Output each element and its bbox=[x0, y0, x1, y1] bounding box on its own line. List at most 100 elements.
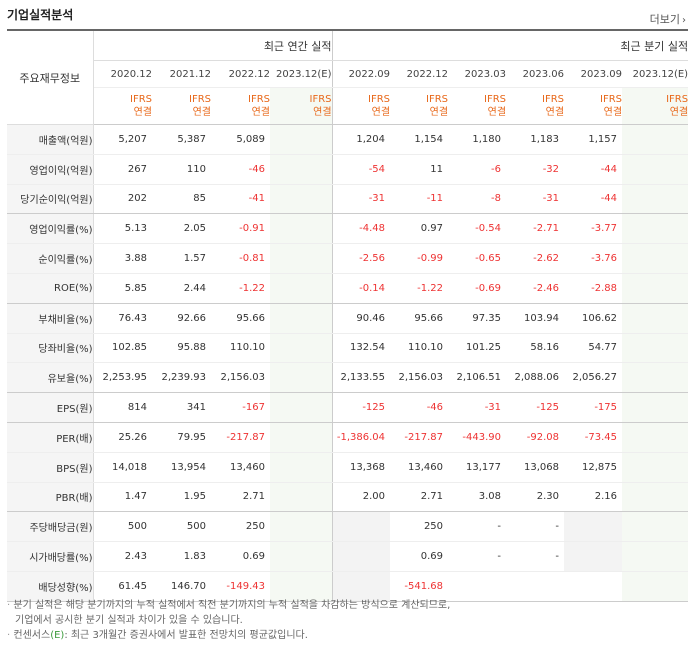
basis-header: IFRS 연결 bbox=[270, 87, 333, 125]
period-header: 2022.09 bbox=[331, 60, 391, 88]
note-3-estimate-mark: (E) bbox=[50, 630, 65, 641]
value-cell bbox=[270, 243, 333, 274]
value-cell: 1.95 bbox=[152, 482, 211, 513]
period-header: 2020.12 bbox=[93, 60, 152, 88]
table-row: 부채비율(%) 76.43 92.66 95.66 90.46 95.66 97.35 103… bbox=[7, 303, 689, 334]
basis-standard: IFRS bbox=[189, 94, 211, 105]
value-cell bbox=[622, 422, 689, 453]
table-row: PER(배) 25.26 79.95 -217.87 -1,386.04 -217.87-… bbox=[7, 422, 689, 453]
value-cell bbox=[564, 511, 623, 543]
value-cell bbox=[622, 184, 689, 215]
value-cell bbox=[270, 392, 333, 423]
value-cell: -2.46 bbox=[506, 273, 565, 304]
value-cell bbox=[622, 303, 689, 334]
value-cell: -149.43 bbox=[211, 571, 270, 602]
value-cell bbox=[270, 362, 333, 394]
value-cell: -0.91 bbox=[211, 213, 270, 245]
value-cell: 92.66 bbox=[152, 303, 211, 334]
period-header: 2022.12 bbox=[211, 60, 270, 88]
value-cell: -0.69 bbox=[448, 273, 507, 304]
financial-table: 주요재무정보 최근 연간 실적 최근 분기 실적 2020.12 2021.12 2… bbox=[7, 29, 689, 602]
value-cell: 0.97 bbox=[390, 213, 449, 245]
value-cell: 5,387 bbox=[152, 124, 211, 155]
value-cell: 202 bbox=[93, 184, 152, 215]
basis-scope: 연결 bbox=[192, 107, 211, 118]
value-cell: - bbox=[506, 541, 565, 572]
value-cell: 101.25 bbox=[448, 333, 507, 364]
more-label: 더보기 bbox=[649, 13, 680, 26]
value-cell bbox=[622, 571, 689, 602]
value-cell: -0.14 bbox=[331, 273, 391, 304]
value-cell bbox=[622, 213, 689, 245]
note-1: 분기 실적은 해당 분기까지의 누적 실적에서 직전 분기까지의 누적 실적을 … bbox=[13, 600, 451, 611]
period-header: 2023.03 bbox=[448, 60, 507, 88]
row-label: PBR(배) bbox=[7, 482, 94, 513]
value-cell bbox=[448, 571, 507, 602]
value-cell: -44 bbox=[564, 154, 623, 185]
bullet-icon: · bbox=[7, 600, 11, 611]
value-cell bbox=[622, 452, 689, 483]
value-cell: 5,089 bbox=[211, 124, 270, 155]
value-cell: 341 bbox=[152, 392, 211, 423]
basis-header: IFRS 연결 bbox=[152, 87, 211, 125]
value-cell: 58.16 bbox=[506, 333, 565, 364]
table-row: BPS(원) 14,018 13,954 13,460 13,368 13,460 13,1… bbox=[7, 452, 689, 483]
value-cell: 2,133.55 bbox=[331, 362, 391, 394]
value-cell: 267 bbox=[93, 154, 152, 185]
table-row: 시가배당률(%) 2.43 1.83 0.69 0.69- - bbox=[7, 541, 689, 572]
row-label: ROE(%) bbox=[7, 273, 94, 304]
row-label: 영업이익률(%) bbox=[7, 213, 94, 245]
basis-header: IFRS 연결 bbox=[622, 87, 689, 125]
table-row: EPS(원) 814 341 -167 -125 -46 -31 -125 -175 bbox=[7, 392, 689, 423]
basis-standard: IFRS bbox=[248, 94, 270, 105]
value-cell: 25.26 bbox=[93, 422, 152, 453]
basis-header: IFRS 연결 bbox=[93, 87, 152, 125]
value-cell bbox=[506, 571, 565, 602]
value-cell bbox=[622, 392, 689, 423]
value-cell: -217.87 bbox=[211, 422, 270, 453]
value-cell: -31 bbox=[448, 392, 507, 423]
value-cell: 110 bbox=[152, 154, 211, 185]
value-cell: -167 bbox=[211, 392, 270, 423]
basis-scope: 연결 bbox=[545, 107, 565, 118]
value-cell: -41 bbox=[211, 184, 270, 215]
value-cell: -3.76 bbox=[564, 243, 623, 274]
value-cell: 12,875 bbox=[564, 452, 623, 483]
value-cell: -1,386.04 bbox=[331, 422, 391, 453]
value-cell: -31 bbox=[331, 184, 391, 215]
value-cell: -2.88 bbox=[564, 273, 623, 304]
value-cell bbox=[622, 124, 689, 155]
value-cell bbox=[622, 511, 689, 543]
value-cell: 95.88 bbox=[152, 333, 211, 364]
value-cell bbox=[622, 154, 689, 185]
value-cell: 1,183 bbox=[506, 124, 565, 155]
basis-standard: IFRS bbox=[484, 94, 507, 105]
value-cell: -4.48 bbox=[331, 213, 391, 245]
value-cell: 61.45 bbox=[93, 571, 152, 602]
value-cell bbox=[270, 422, 333, 453]
value-cell: -0.81 bbox=[211, 243, 270, 274]
value-cell: 54.77 bbox=[564, 333, 623, 364]
label-header: 주요재무정보 bbox=[7, 30, 94, 125]
value-cell bbox=[270, 124, 333, 155]
value-cell: 79.95 bbox=[152, 422, 211, 453]
quarter-group-header: 최근 분기 실적 bbox=[331, 30, 689, 61]
value-cell bbox=[270, 273, 333, 304]
footnotes: · 분기 실적은 해당 분기까지의 누적 실적에서 직전 분기까지의 누적 실적… bbox=[7, 598, 450, 643]
chevron-right-icon: › bbox=[682, 15, 686, 26]
table-row: 매출액(억원) 5,207 5,387 5,089 1,204 1,154 1,180 1,1… bbox=[7, 124, 689, 155]
value-cell: -443.90 bbox=[448, 422, 507, 453]
period-header: 2023.12(E) bbox=[622, 60, 689, 88]
value-cell: 132.54 bbox=[331, 333, 391, 364]
basis-header: IFRS 연결 bbox=[390, 87, 449, 125]
basis-scope: 연결 bbox=[251, 107, 270, 118]
value-cell: -175 bbox=[564, 392, 623, 423]
value-cell bbox=[622, 273, 689, 304]
table-row: 당기순이익(억원) 202 85 -41 -31 -11 -8 -31 -44 bbox=[7, 184, 689, 215]
row-label: 영업이익(억원) bbox=[7, 154, 94, 185]
more-link[interactable]: 더보기 › bbox=[650, 11, 686, 27]
value-cell: 110.10 bbox=[390, 333, 449, 364]
value-cell: 3.08 bbox=[448, 482, 507, 513]
bullet-icon: · bbox=[7, 630, 11, 641]
value-cell: 95.66 bbox=[390, 303, 449, 334]
